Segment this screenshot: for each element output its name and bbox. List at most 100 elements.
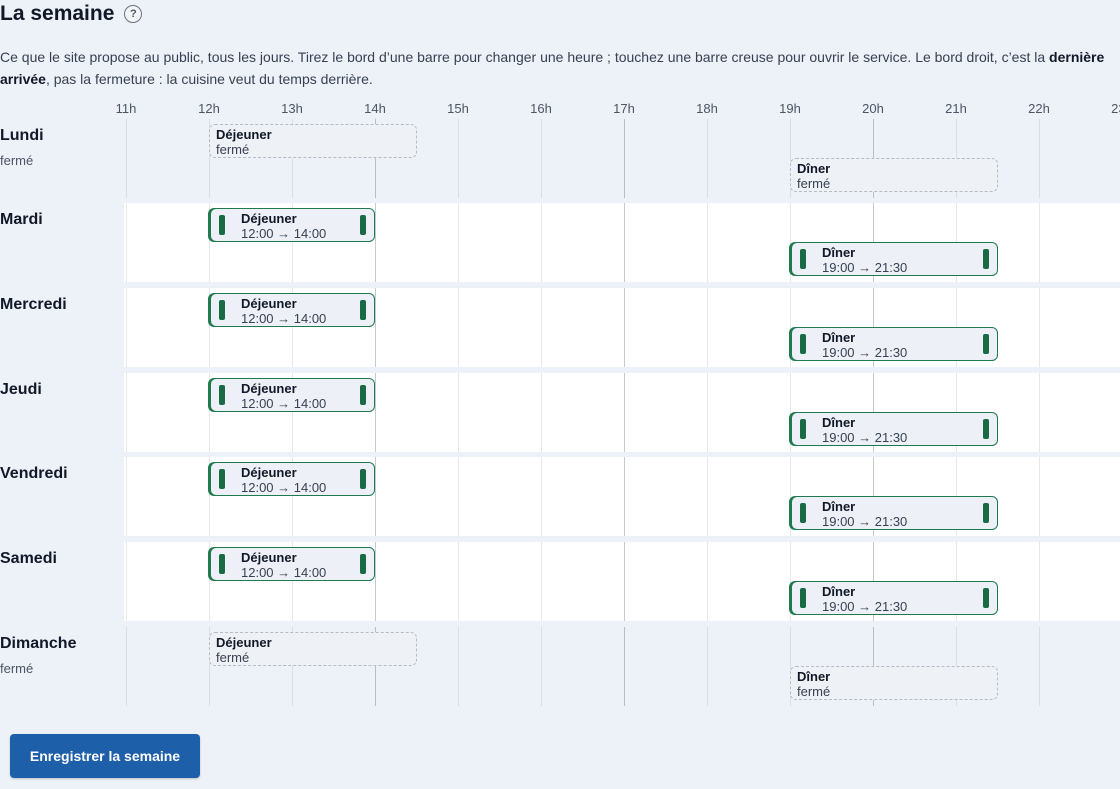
end-drag-handle[interactable] — [360, 469, 366, 489]
hour-tick-label: 15h — [447, 101, 469, 116]
hour-gridline — [541, 373, 542, 452]
service-bar-closed[interactable]: Dîner fermé — [790, 158, 998, 192]
hour-tick-label: 22h — [1028, 101, 1050, 116]
hour-gridline — [624, 373, 625, 452]
service-bar-closed[interactable]: Dîner fermé — [790, 666, 998, 700]
hour-gridline — [209, 288, 210, 367]
hour-gridline — [126, 119, 127, 198]
service-name: Déjeuner — [216, 635, 272, 650]
hour-gridline — [790, 542, 791, 621]
service-bar-closed[interactable]: Déjeuner fermé — [209, 124, 417, 158]
service-bar[interactable]: Dîner 19:00 → 21:30 — [791, 581, 998, 615]
end-drag-handle[interactable] — [360, 300, 366, 320]
hour-tick-label: 19h — [779, 101, 801, 116]
service-bar[interactable]: Dîner 19:00 → 21:30 — [791, 496, 998, 530]
help-icon[interactable]: ? — [124, 5, 143, 23]
hour-gridline — [209, 373, 210, 452]
hour-tick-label: 14h — [364, 101, 386, 116]
hour-gridline — [209, 542, 210, 621]
start-drag-handle[interactable] — [219, 215, 225, 235]
end-drag-handle[interactable] — [360, 554, 366, 574]
start-drag-handle[interactable] — [800, 419, 806, 439]
hour-gridline — [541, 457, 542, 536]
day-row: Mardi Déjeuner 12:00 → 14:00 Dîner 19:00 → 2… — [0, 203, 1120, 282]
description-text-end: , pas la fermeture : la cuisine veut du … — [45, 71, 373, 87]
hour-gridline — [126, 203, 127, 282]
end-drag-handle[interactable] — [982, 419, 989, 439]
service-bar[interactable]: Dîner 19:00 → 21:30 — [791, 327, 998, 361]
hour-tick-label: 11h — [115, 101, 137, 116]
end-drag-handle[interactable] — [982, 334, 989, 354]
hour-gridline — [292, 288, 293, 367]
service-bar[interactable]: Dîner 19:00 → 21:30 — [791, 412, 998, 446]
hour-gridline — [707, 627, 708, 706]
day-name: Mercredi — [0, 296, 67, 313]
service-time: 12:00 → 14:00 — [241, 226, 327, 241]
hour-gridline — [375, 203, 376, 282]
hour-tick-label: 16h — [530, 101, 552, 116]
service-time: fermé — [797, 684, 831, 699]
end-drag-handle[interactable] — [982, 503, 989, 523]
service-time: 19:00 → 21:30 — [822, 514, 908, 529]
start-drag-handle[interactable] — [800, 503, 806, 523]
hour-gridline — [292, 373, 293, 452]
day-row: Vendredi Déjeuner 12:00 → 14:00 Dîner 19:00 … — [0, 457, 1120, 536]
day-name: Lundi — [0, 127, 44, 144]
start-drag-handle[interactable] — [219, 469, 225, 489]
hour-gridline — [126, 288, 127, 367]
time-axis: 11h 12h 13h 14h 15h 16h 17h 18h 19h 20h 21h 22h 23h — [0, 98, 1120, 122]
hour-tick-label: 23h — [1111, 101, 1120, 116]
hour-tick-label: 13h — [281, 101, 303, 116]
hour-gridline — [375, 542, 376, 621]
hour-gridline — [624, 203, 625, 282]
hour-gridline — [209, 627, 210, 706]
end-drag-handle[interactable] — [360, 215, 366, 235]
service-bar[interactable]: Déjeuner 12:00 → 14:00 — [210, 208, 375, 242]
hour-gridline — [375, 119, 376, 198]
service-time: 12:00 → 14:00 — [241, 311, 327, 326]
start-drag-handle[interactable] — [800, 249, 806, 269]
service-name: Déjeuner — [241, 211, 297, 226]
service-time: 19:00 → 21:30 — [822, 599, 908, 614]
hour-gridline — [1039, 457, 1040, 536]
end-drag-handle[interactable] — [982, 588, 989, 608]
hour-gridline — [292, 542, 293, 621]
hour-gridline — [707, 457, 708, 536]
start-drag-handle[interactable] — [219, 385, 225, 405]
hour-gridline — [209, 119, 210, 198]
start-drag-handle[interactable] — [800, 334, 806, 354]
end-drag-handle[interactable] — [360, 385, 366, 405]
day-row: Jeudi Déjeuner 12:00 → 14:00 Dîner 19:00 → 2… — [0, 373, 1120, 452]
service-time: fermé — [216, 650, 250, 665]
end-drag-handle[interactable] — [982, 249, 989, 269]
hour-gridline — [1039, 627, 1040, 706]
service-bar[interactable]: Déjeuner 12:00 → 14:00 — [210, 462, 375, 496]
save-week-button[interactable]: Enregistrer la semaine — [10, 734, 200, 778]
service-time: 19:00 → 21:30 — [822, 430, 908, 445]
day-row: Samedi Déjeuner 12:00 → 14:00 Dîner 19:00 → … — [0, 542, 1120, 621]
service-bar[interactable]: Déjeuner 12:00 → 14:00 — [210, 547, 375, 581]
hour-gridline — [707, 288, 708, 367]
service-name: Dîner — [822, 499, 856, 514]
hour-gridline — [541, 288, 542, 367]
hour-gridline — [1039, 288, 1040, 367]
start-drag-handle[interactable] — [219, 554, 225, 574]
hour-gridline — [292, 457, 293, 536]
start-drag-handle[interactable] — [800, 588, 806, 608]
service-time: fermé — [216, 142, 250, 157]
service-bar-closed[interactable]: Déjeuner fermé — [209, 632, 417, 666]
hour-gridline — [458, 119, 459, 198]
hour-gridline — [458, 457, 459, 536]
day-name: Jeudi — [0, 381, 42, 398]
service-bar[interactable]: Déjeuner 12:00 → 14:00 — [210, 293, 375, 327]
hour-gridline — [458, 627, 459, 706]
service-bar[interactable]: Dîner 19:00 → 21:30 — [791, 242, 998, 276]
service-time: 19:00 → 21:30 — [822, 345, 908, 360]
service-name: Déjeuner — [241, 381, 297, 396]
hour-gridline — [375, 457, 376, 536]
hour-gridline — [292, 119, 293, 198]
day-name: Samedi — [0, 550, 57, 567]
start-drag-handle[interactable] — [219, 300, 225, 320]
hour-gridline — [790, 373, 791, 452]
service-bar[interactable]: Déjeuner 12:00 → 14:00 — [210, 378, 375, 412]
